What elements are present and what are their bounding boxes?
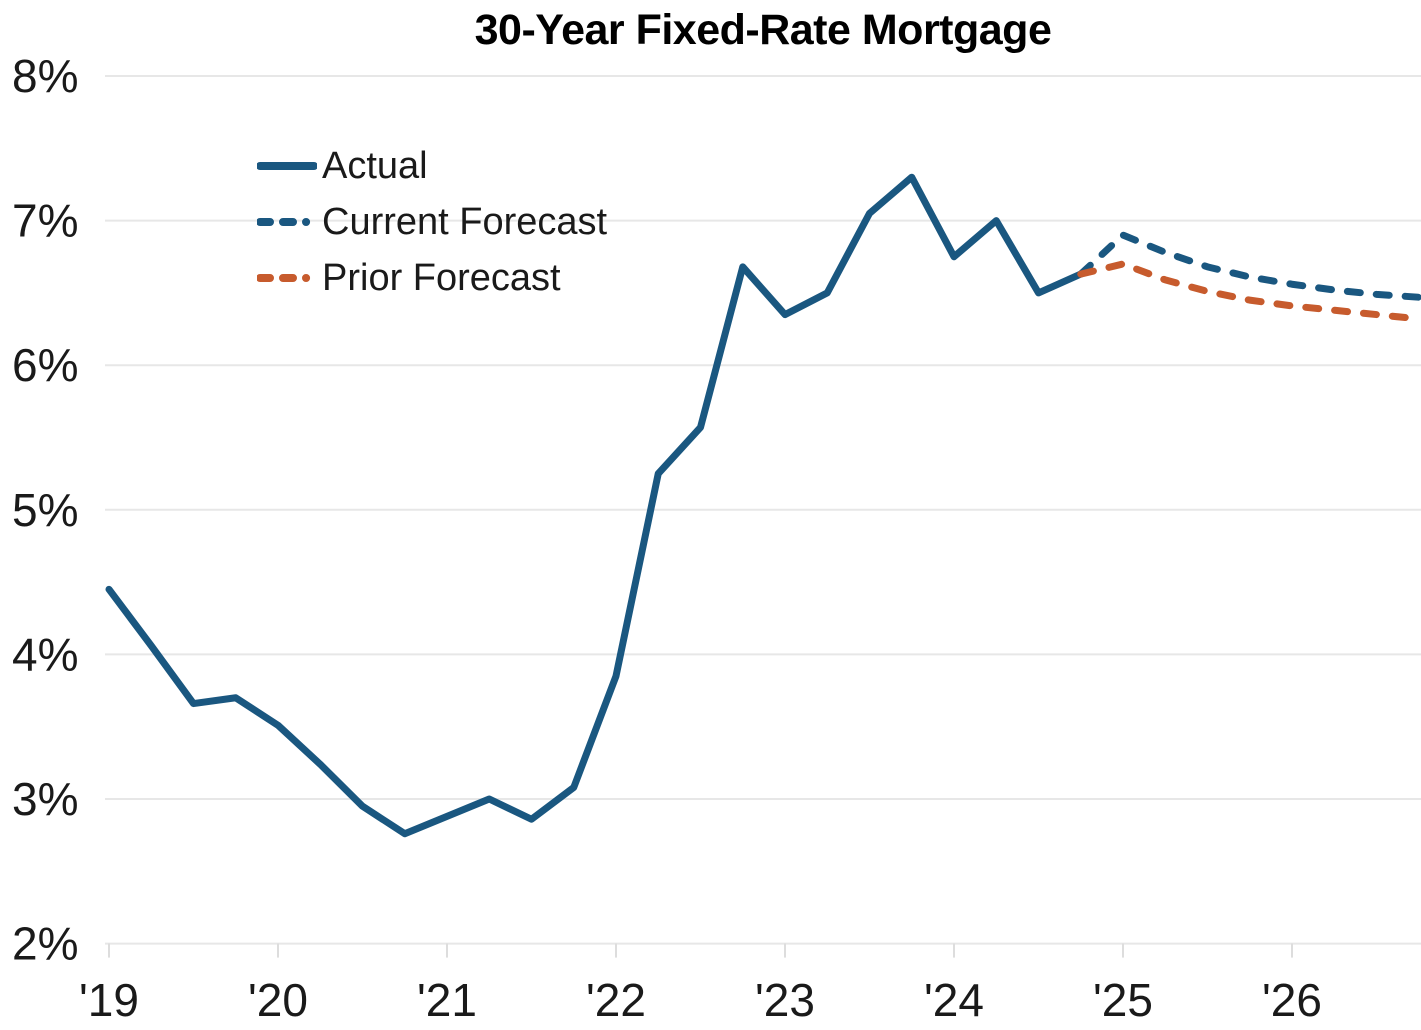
legend-label-actual: Actual [322, 145, 428, 187]
series-current-forecast-line [1077, 231, 1421, 301]
y-tick-label-2pct: 2% [12, 918, 78, 970]
x-tick-label-19: '19 [79, 974, 139, 1026]
legend-swatch-current-forecast-icon [257, 218, 317, 226]
chart-title: 30-Year Fixed-Rate Mortgage [474, 6, 1052, 54]
series-actual-line [105, 173, 1085, 838]
y-tick-label-4pct: 4% [12, 628, 78, 680]
x-tick-label-24: '24 [924, 974, 984, 1026]
x-tick-label-22: '22 [586, 974, 646, 1026]
legend-swatch-actual-icon [257, 162, 317, 170]
y-tick-label-3pct: 3% [12, 773, 78, 825]
y-tick-label-8pct: 8% [12, 50, 78, 102]
y-tick-label-7pct: 7% [12, 195, 78, 247]
legend: Actual Current Forecast Prior Forecast [257, 138, 607, 306]
x-tick-label-26: '26 [1262, 974, 1322, 1026]
x-tick-label-21: '21 [417, 974, 477, 1026]
x-tick-label-20: '20 [248, 974, 308, 1026]
legend-label-prior-forecast: Prior Forecast [322, 257, 561, 299]
x-tick-label-25: '25 [1093, 974, 1153, 1026]
y-tick-label-5pct: 5% [12, 484, 78, 536]
x-tick-label-23: '23 [755, 974, 815, 1026]
legend-label-current-forecast: Current Forecast [322, 201, 608, 243]
legend-item-actual: Actual [257, 138, 607, 194]
legend-swatch-prior-forecast-icon [257, 274, 317, 282]
legend-item-current-forecast: Current Forecast [257, 194, 607, 250]
legend-item-prior-forecast: Prior Forecast [257, 250, 607, 306]
y-tick-label-6pct: 6% [12, 339, 78, 391]
series-prior-forecast-line [1077, 260, 1421, 323]
